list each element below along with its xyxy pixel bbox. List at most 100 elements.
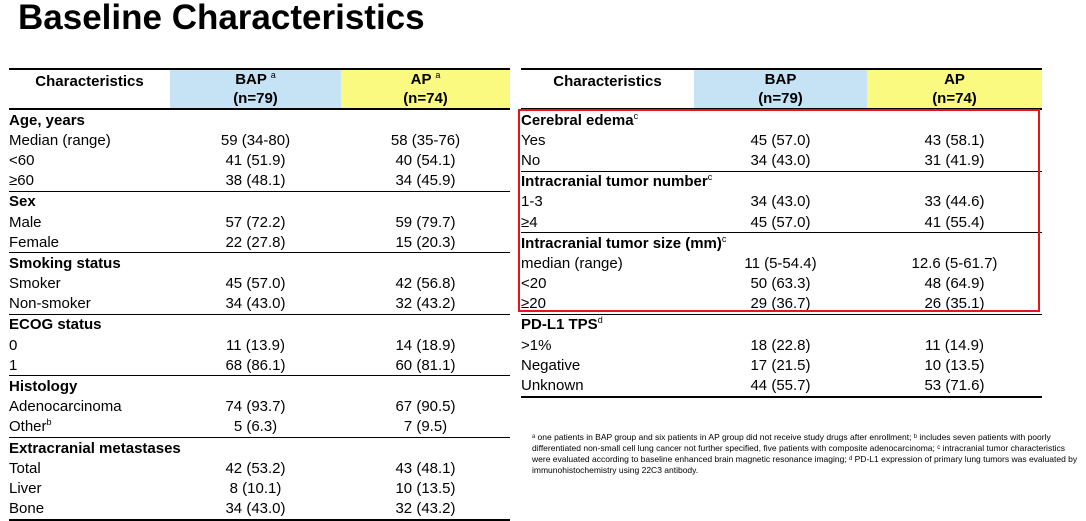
bap-value: 17 (21.5) xyxy=(750,356,811,374)
ap-value: 31 (41.9) xyxy=(867,150,1042,172)
bap-value: 34 (43.0) xyxy=(170,498,341,521)
table-row: Negative 17 (21.5) 10 (13.5) xyxy=(521,355,1042,375)
table-row: Female 22 (27.8) 15 (20.3) xyxy=(9,232,510,254)
ap-value: 40 (54.1) xyxy=(395,151,456,169)
page-title: Baseline Characteristics xyxy=(18,0,425,37)
ap-value: 34 (45.9) xyxy=(341,170,510,192)
ap-value: 41 (55.4) xyxy=(867,211,1042,234)
ap-value: 32 (43.2) xyxy=(341,498,510,521)
row-label: Bone xyxy=(9,498,170,521)
table-row: <60 41 (51.9) 40 (54.1) xyxy=(9,150,510,170)
section-header-row: Intracranial tumor numberc xyxy=(521,171,1042,192)
table-header-row: Characteristics BAP a (n=79) AP a (n=74) xyxy=(9,69,510,109)
row-label: 1-3 xyxy=(521,193,543,211)
ap-value: 67 (90.5) xyxy=(395,398,456,416)
ap-value: 10 (13.5) xyxy=(395,479,456,497)
bap-value: 11 (13.9) xyxy=(226,336,285,354)
row-label: Yes xyxy=(521,131,546,149)
bap-value: 34 (43.0) xyxy=(694,150,867,172)
section-header-row: Extracranial metastases xyxy=(9,438,510,459)
table-row: Bone 34 (43.0) 32 (43.2) xyxy=(9,498,510,521)
bap-value: 45 (57.0) xyxy=(694,211,867,234)
footnote-marker: c xyxy=(721,233,727,244)
table-row: median (range) 11 (5-54.4) 12.6 (5-61.7) xyxy=(521,253,1042,273)
section-title: Smoking status xyxy=(9,254,121,272)
table-row: Total 42 (53.2) 43 (48.1) xyxy=(9,458,510,478)
section-header-row: ECOG status xyxy=(9,314,510,335)
header-ap: AP a (n=74) xyxy=(341,69,510,109)
table-row: 1 68 (86.1) 60 (81.1) xyxy=(9,355,510,377)
bap-value: 34 (43.0) xyxy=(750,193,811,211)
bap-value: 45 (57.0) xyxy=(750,131,811,149)
row-label: Negative xyxy=(521,356,581,374)
baseline-table-left: Characteristics BAP a (n=79) AP a (n=74) A… xyxy=(9,68,510,521)
section-header-row: Sex xyxy=(9,191,510,212)
header-characteristics: Characteristics xyxy=(553,73,662,90)
ap-value: 12.6 (5-61.7) xyxy=(911,254,998,272)
row-label: 1 xyxy=(9,355,170,377)
header-bap: BAP (n=79) xyxy=(694,69,867,109)
row-label: 0 xyxy=(9,336,18,354)
section-header-row: PD-L1 TPSd xyxy=(521,314,1042,335)
section-title: Histology xyxy=(9,378,78,396)
row-label: <20 xyxy=(521,275,547,293)
row-label: Unknown xyxy=(521,375,694,398)
section-header-row: Intracranial tumor size (mm)c xyxy=(521,233,1042,254)
ap-value: 48 (64.9) xyxy=(924,275,985,293)
table-row: <20 50 (63.3) 48 (64.9) xyxy=(521,274,1042,294)
ap-value: 42 (56.8) xyxy=(395,275,456,293)
table-row: Smoker 45 (57.0) 42 (56.8) xyxy=(9,274,510,294)
table-row: Yes 45 (57.0) 43 (58.1) xyxy=(521,130,1042,150)
ap-value: 15 (20.3) xyxy=(341,232,510,254)
row-label: median (range) xyxy=(521,254,623,272)
row-label: Female xyxy=(9,232,170,254)
bap-value: 11 (5-54.4) xyxy=(744,254,817,272)
bap-value: 45 (57.0) xyxy=(225,275,286,293)
section-header-row: Smoking status xyxy=(9,253,510,274)
section-title: Intracranial tumor numberc xyxy=(521,172,713,191)
bap-value: 34 (43.0) xyxy=(170,293,341,315)
ap-value: 11 (14.9) xyxy=(925,336,984,354)
ap-value: 10 (13.5) xyxy=(924,356,985,374)
table-row: Median (range) 59 (34-80) 58 (35-76) xyxy=(9,130,510,150)
table-row: ≥20 29 (36.7) 26 (35.1) xyxy=(521,293,1042,315)
section-title: Cerebral edemac xyxy=(521,110,639,129)
ap-value: 7 (9.5) xyxy=(341,416,510,438)
bap-value: 41 (51.9) xyxy=(225,151,286,169)
ap-value: 60 (81.1) xyxy=(341,355,510,377)
table-row: Adenocarcinoma 74 (93.7) 67 (90.5) xyxy=(9,397,510,417)
bap-value: 42 (53.2) xyxy=(225,459,286,477)
bap-value: 74 (93.7) xyxy=(225,398,286,416)
table-body: Age, years Median (range) 59 (34-80) 58 (35… xyxy=(9,109,510,521)
footnote: ᵃ one patients in BAP group and six pati… xyxy=(532,432,1078,475)
table-row: Otherb 5 (6.3) 7 (9.5) xyxy=(9,416,510,438)
row-label: ≥60 xyxy=(9,170,170,192)
section-title: Extracranial metastases xyxy=(9,439,181,457)
row-label: Otherb xyxy=(9,416,170,438)
bap-value: 18 (22.8) xyxy=(750,336,811,354)
footnote-marker: c xyxy=(707,172,713,183)
row-label: Median (range) xyxy=(9,131,111,149)
ap-value: 58 (35-76) xyxy=(390,131,461,149)
header-bap: BAP a (n=79) xyxy=(170,69,341,109)
section-title: ECOG status xyxy=(9,316,102,334)
row-label: Adenocarcinoma xyxy=(9,398,122,416)
row-label: Total xyxy=(9,459,41,477)
table-row: 1-3 34 (43.0) 33 (44.6) xyxy=(521,192,1042,212)
row-label: >1% xyxy=(521,336,552,354)
bap-value: 38 (48.1) xyxy=(170,170,341,192)
section-title: Age, years xyxy=(9,111,85,129)
bap-value: 57 (72.2) xyxy=(225,213,286,231)
header-characteristics: Characteristics xyxy=(35,73,144,90)
footnote-marker: b xyxy=(46,417,52,428)
table-row: >1% 18 (22.8) 11 (14.9) xyxy=(521,335,1042,355)
bap-value: 68 (86.1) xyxy=(170,355,341,377)
bap-value: 29 (36.7) xyxy=(694,293,867,315)
row-label: ≥20 xyxy=(521,293,694,315)
bap-value: 22 (27.8) xyxy=(170,232,341,254)
table-body: Cerebral edemac Yes 45 (57.0) 43 (58.1) No 34… xyxy=(521,109,1042,398)
row-label: Liver xyxy=(9,479,42,497)
ap-value: 43 (48.1) xyxy=(395,459,456,477)
ap-value: 53 (71.6) xyxy=(867,375,1042,398)
row-label: <60 xyxy=(9,151,35,169)
